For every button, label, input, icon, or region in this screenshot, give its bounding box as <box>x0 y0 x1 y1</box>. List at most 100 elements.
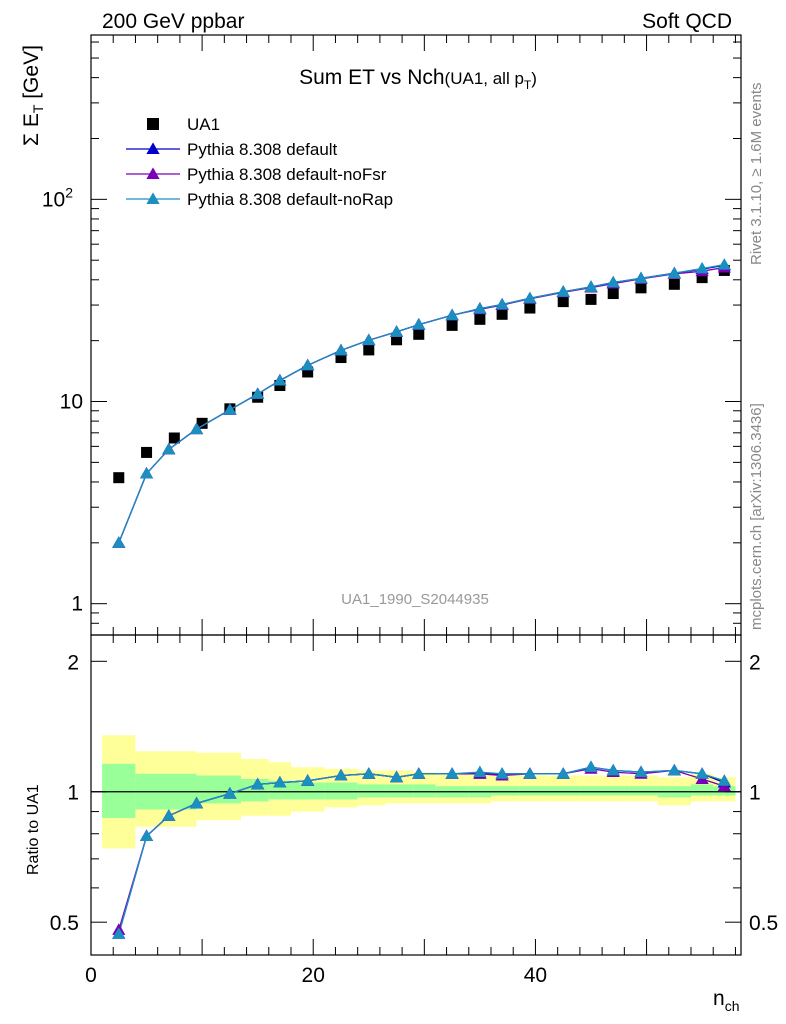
ratio-xtick-label: 20 <box>302 964 325 987</box>
ua1-data-point <box>413 328 425 340</box>
uncertainty-band-inner <box>196 775 241 804</box>
header-left-label: 200 GeV ppbar <box>102 10 244 33</box>
ratio-point-2 <box>362 767 376 779</box>
mcplots-label: mcplots.cern.ch [arXiv:1306.3436] <box>748 403 765 630</box>
mc-line-1 <box>118 266 725 544</box>
ratio-ytick-label-right: 1 <box>749 782 761 805</box>
ratio-axes: 0.5 0.51 12 20 20 40 <box>50 635 778 987</box>
mc-point-2 <box>717 258 731 270</box>
main-title-text: Sum ET vs Nch <box>299 66 444 89</box>
uncertainty-band-inner <box>241 779 269 802</box>
main-title: Sum ET vs Nch(UA1, all pT) <box>299 66 537 92</box>
ua1-data-point <box>696 272 708 284</box>
mc-point-2 <box>273 373 287 386</box>
ua1-data-point <box>585 293 597 305</box>
uncertainty-band-inner <box>357 784 386 798</box>
ua1-data-point <box>496 308 508 320</box>
header-right-label: Soft QCD <box>642 10 732 33</box>
mc-point-2 <box>223 403 237 415</box>
uncertainty-band-inner <box>268 780 291 800</box>
mc-line-2 <box>118 264 725 544</box>
main-title-sub-index: T <box>524 78 532 92</box>
ratio-point-2 <box>301 774 315 786</box>
legend: UA1 Pythia 8.308 default Pythia 8.308 defa… <box>126 115 393 209</box>
uncertainty-band-inner <box>602 786 630 796</box>
ratio-point-2 <box>223 787 237 799</box>
mc-point-2 <box>112 536 126 548</box>
mc-point-2 <box>473 302 487 314</box>
main-ytick-label: 1 <box>71 593 83 616</box>
ua1-data-point <box>113 472 125 484</box>
mc-point-2 <box>412 318 426 330</box>
ua1-data-point <box>391 334 403 346</box>
mc-point-2 <box>634 271 648 284</box>
ratio-panel: 0.5 0.51 12 20 20 40 Ratio to UA1 nch <box>25 634 778 1014</box>
main-ytick-exponent: 2 <box>65 184 73 200</box>
ratio-ytick-label-right: 0.5 <box>749 912 778 935</box>
main-marks <box>112 258 731 548</box>
ua1-data-point <box>557 296 569 308</box>
ua1-data-point <box>607 288 619 300</box>
mc-point-2 <box>523 291 537 304</box>
mc-line-0 <box>118 264 725 544</box>
uncertainty-band-inner <box>324 782 358 800</box>
ratio-point-2 <box>273 775 287 788</box>
ratio-point-2 <box>389 770 404 783</box>
ua1-data-point <box>474 313 486 325</box>
main-ytick-label: 102 <box>42 184 73 211</box>
ua1-data-point <box>196 417 208 429</box>
ratio-xlabel-n: n <box>713 987 725 1010</box>
ratio-point-2 <box>112 927 126 939</box>
ua1-data-point <box>363 344 375 356</box>
ua1-data-point <box>141 446 153 458</box>
ratio-ytick-label: 1 <box>67 782 79 805</box>
main-axes: 1 10 102 <box>42 35 741 636</box>
mc-point-2 <box>445 308 459 321</box>
mc-point-2 <box>606 275 620 288</box>
main-ytick-label: 10 <box>60 391 83 414</box>
main-title-sub: (UA1, all p <box>445 69 524 88</box>
mc-point-2 <box>301 358 315 371</box>
uncertainty-band-inner <box>102 763 136 818</box>
uncertainty-band-inner <box>629 786 658 796</box>
mc-point-2 <box>667 266 681 279</box>
legend-marker <box>146 167 160 179</box>
ua1-data-point <box>168 432 180 444</box>
legend-label: Pythia 8.308 default <box>187 140 338 159</box>
ratio-point-2 <box>189 796 204 809</box>
ratio-ytick-label-right: 2 <box>749 651 761 674</box>
ua1-data-point <box>302 366 314 378</box>
legend-label: Pythia 8.308 default-noRap <box>187 190 393 209</box>
mc-point-2 <box>362 333 376 346</box>
mc-point-2 <box>251 387 265 399</box>
ratio-point-2 <box>495 767 509 779</box>
legend-label: Pythia 8.308 default-noFsr <box>187 165 387 184</box>
main-ylabel-unit: [GeV] <box>20 45 43 105</box>
ua1-data-point <box>335 352 347 364</box>
ratio-xlabel: nch <box>713 987 739 1014</box>
ratio-marks <box>112 760 731 939</box>
ratio-xtick-label: 0 <box>85 964 97 987</box>
legend-marker <box>146 192 160 204</box>
main-title-sub-end: ) <box>531 69 537 88</box>
ratio-point-2 <box>162 809 176 821</box>
ratio-point-2 <box>584 760 598 773</box>
ratio-xtick-label: 40 <box>524 964 547 987</box>
ratio-point-2 <box>695 767 709 779</box>
mc-point-2 <box>584 280 598 292</box>
rivet-label: Rivet 3.1.10, ≥ 1.6M events <box>748 83 765 266</box>
uncertainty-band-inner <box>691 784 714 796</box>
mc-point-2 <box>189 422 204 435</box>
uncertainty-band-inner <box>491 786 519 796</box>
ratio-ytick-label: 2 <box>67 651 79 674</box>
mc-point-2 <box>162 442 176 455</box>
analysis-watermark: UA1_1990_S2044935 <box>341 591 489 608</box>
main-ylabel-sigma: Σ E <box>20 113 43 146</box>
ratio-point-2 <box>445 767 459 779</box>
ratio-point-2 <box>717 774 731 786</box>
ratio-point-2 <box>412 767 426 779</box>
uncertainty-band-inner <box>546 786 580 796</box>
ratio-point-2 <box>556 767 570 779</box>
mc-point-2 <box>556 285 570 297</box>
